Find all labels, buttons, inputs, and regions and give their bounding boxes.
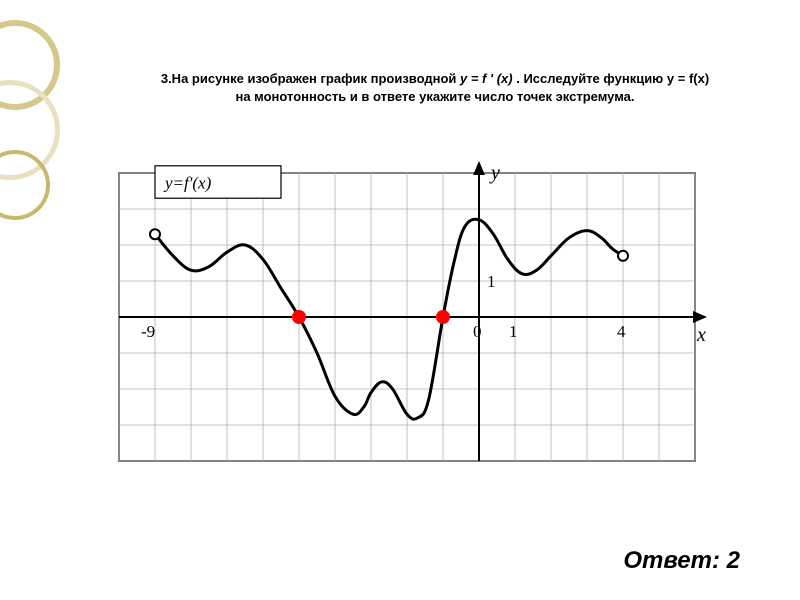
chart-svg: x y -9 0 1 4 1 y=f'(x)	[102, 157, 712, 477]
svg-text:y: y	[489, 162, 500, 184]
derivative-chart: x y -9 0 1 4 1 y=f'(x)	[100, 155, 710, 475]
slide-decoration	[0, 20, 80, 240]
svg-text:1: 1	[509, 322, 518, 341]
answer-block: Ответ: 2	[623, 547, 740, 575]
svg-text:-9: -9	[141, 322, 155, 341]
problem-title: 3.На рисунке изображен график производно…	[120, 70, 750, 106]
svg-text:y=f'(x): y=f'(x)	[163, 173, 212, 192]
svg-text:0: 0	[473, 322, 482, 341]
answer-label: Ответ:	[623, 547, 726, 574]
answer-value: 2	[727, 547, 740, 574]
svg-text:4: 4	[617, 322, 626, 341]
title-line1-prefix: 3.На рисунке изображен график производно…	[161, 71, 460, 86]
title-formula: y = f ' (x)	[460, 71, 513, 86]
svg-text:1: 1	[487, 272, 496, 291]
title-line1-suffix: . Исследуйте функцию y = f(x)	[516, 71, 709, 86]
title-line2: на монотонность и в ответе укажите число…	[235, 89, 634, 104]
svg-text:x: x	[696, 324, 706, 346]
